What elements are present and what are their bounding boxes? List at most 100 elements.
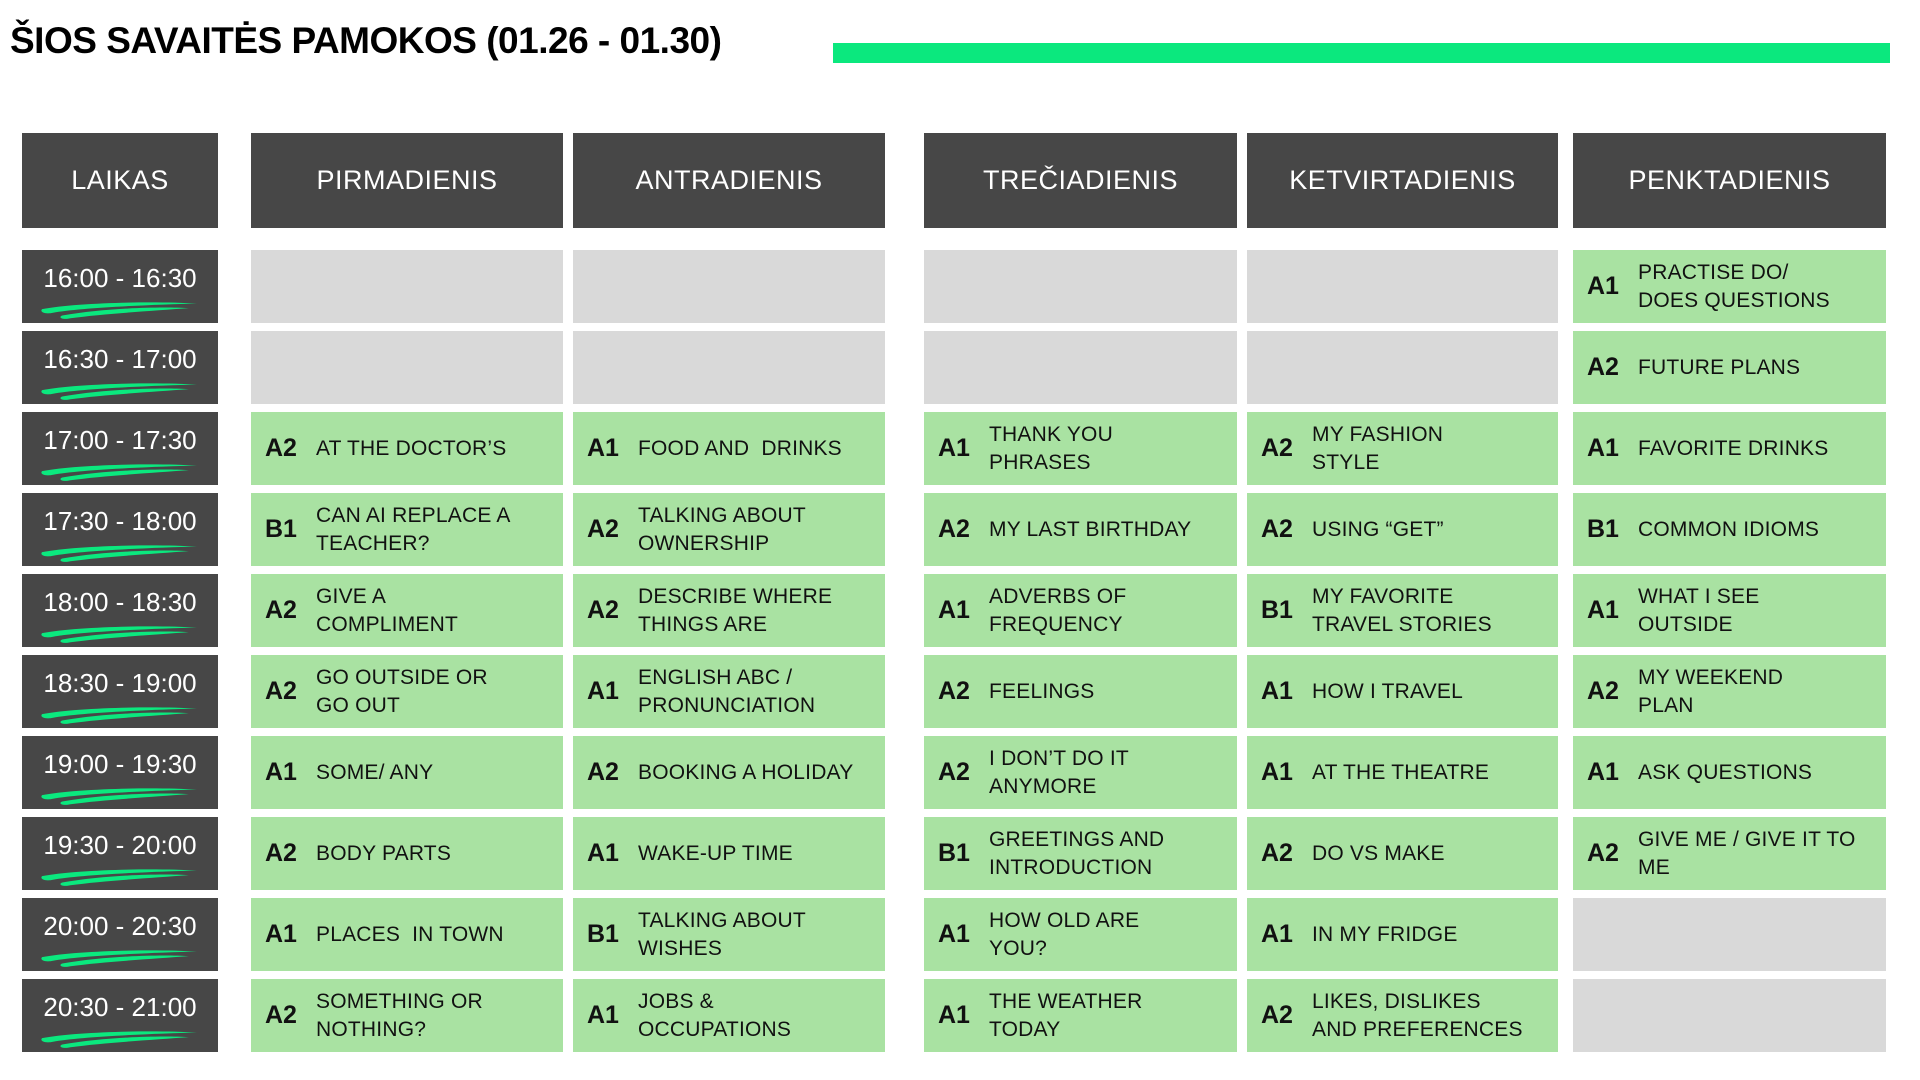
- lesson-topic: MY FASHION STYLE: [1312, 423, 1444, 474]
- time-slot-label: 20:00 - 20:30: [43, 911, 197, 941]
- time-slot-label: 19:30 - 20:00: [43, 830, 197, 860]
- column-header-label: PENKTADIENIS: [1628, 165, 1831, 195]
- lesson-level-badge: A2: [587, 596, 619, 624]
- time-slot-label: 20:30 - 21:00: [43, 992, 197, 1022]
- lesson-cell: A1 WHAT I SEE OUTSIDE: [1573, 574, 1886, 647]
- lesson-topic: PRACTISE DO/ DOES QUESTIONS: [1638, 261, 1830, 312]
- column-pirmadienis: PIRMADIENIS A2 AT THE DOCTOR’S B1 CAN AI REP…: [251, 133, 563, 1060]
- empty-cell: [251, 331, 563, 404]
- scribble-underline-icon: [41, 950, 197, 967]
- lesson-cell: A1 WAKE-UP TIME: [573, 817, 885, 890]
- time-cell: 18:30 - 19:00: [22, 655, 218, 728]
- lesson-topic: MY LAST BIRTHDAY: [989, 517, 1192, 541]
- lesson-level-badge: A1: [587, 677, 619, 705]
- lesson-topic: SOMETHING OR NOTHING?: [316, 990, 483, 1041]
- lesson-topic: PLACES IN TOWN: [316, 922, 504, 946]
- lesson-topic: THANK YOU PHRASES: [989, 423, 1113, 474]
- lesson-level-badge: A1: [1587, 434, 1619, 462]
- lesson-topic: AT THE DOCTOR’S: [316, 436, 507, 460]
- lesson-topic: FUTURE PLANS: [1638, 355, 1801, 379]
- time-slot-label: 18:00 - 18:30: [43, 587, 197, 617]
- lesson-level-badge: A1: [1587, 272, 1619, 300]
- lesson-cell: A1 THE WEATHER TODAY: [924, 979, 1237, 1052]
- column-laikas: LAIKAS 16:00 - 16:30 16:30 - 17:00 17:00 - …: [22, 133, 218, 1060]
- lesson-level-badge: A2: [1587, 677, 1619, 705]
- lesson-level-badge: A2: [1587, 839, 1619, 867]
- lesson-cell: A1 HOW OLD ARE YOU?: [924, 898, 1237, 971]
- time-cell: 20:00 - 20:30: [22, 898, 218, 971]
- lesson-level-badge: A2: [938, 515, 970, 543]
- lesson-level-badge: A2: [265, 434, 297, 462]
- lesson-level-badge: B1: [1261, 596, 1293, 624]
- column-penktadienis: PENKTADIENIS A1 PRACTISE DO/ DOES QUESTION…: [1573, 133, 1886, 1060]
- lesson-level-badge: A1: [1261, 758, 1293, 786]
- lesson-level-badge: A1: [265, 758, 297, 786]
- time-cell: 16:30 - 17:00: [22, 331, 218, 404]
- lesson-cell: A2 DESCRIBE WHERE THINGS ARE: [573, 574, 885, 647]
- column-antradienis: ANTRADIENIS A1 FOOD AND DRINKS A2 TALKING AB…: [573, 133, 885, 1060]
- lesson-level-badge: A2: [1261, 839, 1293, 867]
- lesson-cell: A2 USING “GET”: [1247, 493, 1558, 566]
- lesson-level-badge: B1: [1587, 515, 1619, 543]
- lesson-topic: FOOD AND DRINKS: [638, 436, 842, 460]
- lesson-topic: MY FAVORITE TRAVEL STORIES: [1312, 585, 1492, 636]
- lesson-level-badge: A2: [938, 677, 970, 705]
- lesson-topic: WAKE-UP TIME: [638, 841, 793, 865]
- scribble-underline-icon: [41, 626, 197, 643]
- lesson-level-badge: A1: [265, 920, 297, 948]
- scribble-underline-icon: [41, 302, 197, 319]
- scribble-underline-icon: [41, 545, 197, 562]
- lesson-level-badge: A1: [587, 434, 619, 462]
- lesson-cell: A2 BODY PARTS: [251, 817, 563, 890]
- lesson-topic: HOW I TRAVEL: [1312, 679, 1463, 703]
- column-ketvirtadienis: KETVIRTADIENIS A2 MY FASHION STYLE A2 USING …: [1247, 133, 1558, 1060]
- lesson-cell: A1 ASK QUESTIONS: [1573, 736, 1886, 809]
- column-header-label: TREČIADIENIS: [982, 165, 1179, 195]
- lesson-topic: BOOKING A HOLIDAY: [638, 760, 854, 784]
- lesson-topic: GIVE A COMPLIMENT: [316, 585, 459, 636]
- column-header-label: PIRMADIENIS: [316, 165, 498, 195]
- time-cell: 19:00 - 19:30: [22, 736, 218, 809]
- lesson-topic: SOME/ ANY: [316, 760, 434, 784]
- scribble-underline-icon: [41, 383, 197, 400]
- lesson-level-badge: A1: [1261, 677, 1293, 705]
- lesson-level-badge: A1: [1261, 920, 1293, 948]
- lesson-cell: A2 GIVE ME / GIVE IT TO ME: [1573, 817, 1886, 890]
- lesson-level-badge: A2: [587, 758, 619, 786]
- lesson-cell: A2 GO OUTSIDE OR GO OUT: [251, 655, 563, 728]
- lesson-level-badge: A1: [1587, 758, 1619, 786]
- lesson-cell: A1 FOOD AND DRINKS: [573, 412, 885, 485]
- scribble-underline-icon: [41, 1031, 197, 1048]
- lesson-cell: A1 IN MY FRIDGE: [1247, 898, 1558, 971]
- lesson-cell: A2 AT THE DOCTOR’S: [251, 412, 563, 485]
- time-cell: 17:00 - 17:30: [22, 412, 218, 485]
- lesson-level-badge: A1: [938, 434, 970, 462]
- time-slot-label: 19:00 - 19:30: [43, 749, 197, 779]
- lesson-topic: ADVERBS OF FREQUENCY: [989, 585, 1127, 636]
- column-header-antradienis: ANTRADIENIS: [573, 133, 885, 228]
- lesson-level-badge: A1: [938, 596, 970, 624]
- empty-cell: [251, 250, 563, 323]
- empty-cell: [1573, 898, 1886, 971]
- empty-cell: [1247, 331, 1558, 404]
- lesson-cell: B1 CAN AI REPLACE A TEACHER?: [251, 493, 563, 566]
- time-slot-label: 18:30 - 19:00: [43, 668, 197, 698]
- lesson-cell: B1 MY FAVORITE TRAVEL STORIES: [1247, 574, 1558, 647]
- scribble-underline-icon: [41, 788, 197, 805]
- lesson-cell: A2 MY WEEKEND PLAN: [1573, 655, 1886, 728]
- lesson-cell: A1 THANK YOU PHRASES: [924, 412, 1237, 485]
- lesson-topic: ENGLISH ABC / PRONUNCIATION: [638, 666, 816, 717]
- lesson-level-badge: B1: [265, 515, 297, 543]
- column-header-pirmadienis: PIRMADIENIS: [251, 133, 563, 228]
- lesson-topic: IN MY FRIDGE: [1312, 922, 1458, 946]
- lesson-cell: B1 COMMON IDIOMS: [1573, 493, 1886, 566]
- lesson-cell: A2 I DON’T DO IT ANYMORE: [924, 736, 1237, 809]
- lesson-cell: B1 GREETINGS AND INTRODUCTION: [924, 817, 1237, 890]
- lesson-level-badge: A1: [1587, 596, 1619, 624]
- lesson-level-badge: B1: [938, 839, 970, 867]
- column-header-treciadienis: TREČIADIENIS: [924, 133, 1237, 228]
- lesson-cell: A2 MY LAST BIRTHDAY: [924, 493, 1237, 566]
- column-header-ketvirtadienis: KETVIRTADIENIS: [1247, 133, 1558, 228]
- lesson-level-badge: A2: [1261, 1001, 1293, 1029]
- lesson-level-badge: A2: [1587, 353, 1619, 381]
